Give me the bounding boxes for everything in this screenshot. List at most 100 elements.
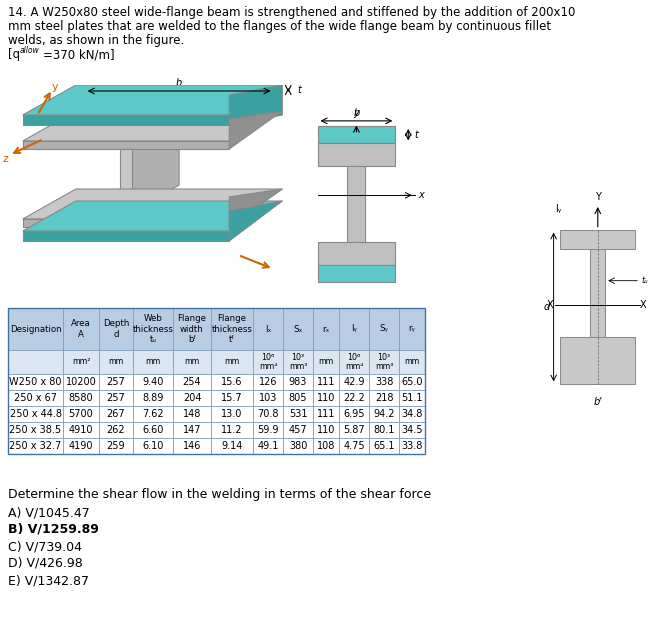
Bar [63, 374, 99, 390]
Bar [99, 406, 133, 422]
Text: Iᵧ: Iᵧ [351, 324, 357, 334]
Text: 65.1: 65.1 [373, 441, 395, 451]
Text: tᵤ: tᵤ [641, 276, 647, 285]
Text: Sᵧ: Sᵧ [380, 324, 388, 334]
Polygon shape [23, 115, 229, 125]
Bar [211, 350, 253, 374]
Text: 49.1: 49.1 [257, 441, 279, 451]
Bar [99, 350, 133, 374]
Bar [283, 422, 313, 438]
Bar [369, 390, 399, 406]
Bar [313, 438, 339, 454]
Text: Web
thickness
tᵤ: Web thickness tᵤ [133, 314, 174, 344]
Bar [63, 438, 99, 454]
Bar [133, 350, 173, 374]
Text: 80.1: 80.1 [373, 425, 395, 435]
Bar [211, 390, 253, 406]
Text: y: y [354, 108, 359, 118]
Text: 33.8: 33.8 [401, 441, 422, 451]
Bar [399, 308, 425, 350]
Text: 111: 111 [317, 377, 335, 387]
Bar [399, 374, 425, 390]
Bar [339, 422, 369, 438]
Bar [339, 350, 369, 374]
Text: Area
A: Area A [71, 320, 91, 339]
Bar [253, 406, 283, 422]
Polygon shape [23, 141, 229, 149]
Text: 147: 147 [183, 425, 202, 435]
Bar [99, 390, 133, 406]
Text: 15.7: 15.7 [221, 393, 243, 403]
Polygon shape [229, 85, 283, 125]
Bar [283, 374, 313, 390]
Bar [369, 308, 399, 350]
Bar [313, 350, 339, 374]
Bar [283, 406, 313, 422]
Bar [313, 374, 339, 390]
Bar [253, 350, 283, 374]
Text: 15.6: 15.6 [221, 377, 243, 387]
Text: 204: 204 [183, 393, 202, 403]
Text: t: t [297, 85, 301, 95]
Text: 5700: 5700 [69, 409, 93, 419]
Bar [347, 166, 365, 242]
Bar [590, 248, 605, 337]
Text: 13.0: 13.0 [222, 409, 243, 419]
Bar [369, 350, 399, 374]
Text: 42.9: 42.9 [343, 377, 365, 387]
Bar [313, 406, 339, 422]
Text: 531: 531 [289, 409, 307, 419]
Text: 338: 338 [375, 377, 393, 387]
Bar [253, 374, 283, 390]
Bar [313, 390, 339, 406]
Text: Y: Y [595, 192, 601, 201]
Text: bᶠ: bᶠ [593, 397, 603, 407]
Bar [339, 390, 369, 406]
Polygon shape [23, 201, 283, 231]
Text: 267: 267 [107, 409, 125, 419]
Bar [133, 374, 173, 390]
Text: t: t [415, 130, 419, 140]
Text: Flange
width
bᶠ: Flange width bᶠ [178, 314, 207, 344]
Bar [369, 422, 399, 438]
Text: 805: 805 [289, 393, 307, 403]
Bar [99, 422, 133, 438]
Text: Flange
thickness
tᶠ: Flange thickness tᶠ [211, 314, 253, 344]
Text: x: x [419, 190, 424, 200]
Text: 380: 380 [289, 441, 307, 451]
Bar [173, 308, 211, 350]
Text: 254: 254 [183, 377, 202, 387]
Bar [313, 422, 339, 438]
Text: 6.10: 6.10 [143, 441, 164, 451]
Text: Designation: Designation [10, 324, 62, 334]
Text: C) V/739.04: C) V/739.04 [8, 540, 82, 553]
Bar [318, 242, 395, 265]
Bar [399, 438, 425, 454]
Text: A) V/1045.47: A) V/1045.47 [8, 506, 90, 519]
Text: W250 x 80: W250 x 80 [9, 377, 62, 387]
Text: 10200: 10200 [65, 377, 97, 387]
Bar [173, 422, 211, 438]
Text: D) V/426.98: D) V/426.98 [8, 557, 83, 570]
Text: mm steel plates that are welded to the flanges of the wide flange beam by contin: mm steel plates that are welded to the f… [8, 20, 551, 33]
Bar [8, 406, 63, 422]
Text: 51.1: 51.1 [401, 393, 422, 403]
Text: 4.75: 4.75 [343, 441, 365, 451]
Text: mm: mm [185, 357, 200, 366]
Text: 983: 983 [289, 377, 307, 387]
Bar [133, 390, 173, 406]
Bar [133, 308, 173, 350]
Text: 65.0: 65.0 [401, 377, 422, 387]
Bar [173, 406, 211, 422]
Polygon shape [23, 189, 283, 219]
Text: 14. A W250x80 steel wide-flange beam is strengthened and stiffened by the additi: 14. A W250x80 steel wide-flange beam is … [8, 6, 575, 19]
Bar [283, 308, 313, 350]
Text: lᵧ: lᵧ [555, 204, 562, 214]
Bar [99, 308, 133, 350]
Text: b: b [176, 78, 182, 88]
Bar [369, 374, 399, 390]
Text: mm: mm [404, 357, 420, 366]
Text: 259: 259 [107, 441, 125, 451]
Bar [63, 390, 99, 406]
Bar [173, 350, 211, 374]
